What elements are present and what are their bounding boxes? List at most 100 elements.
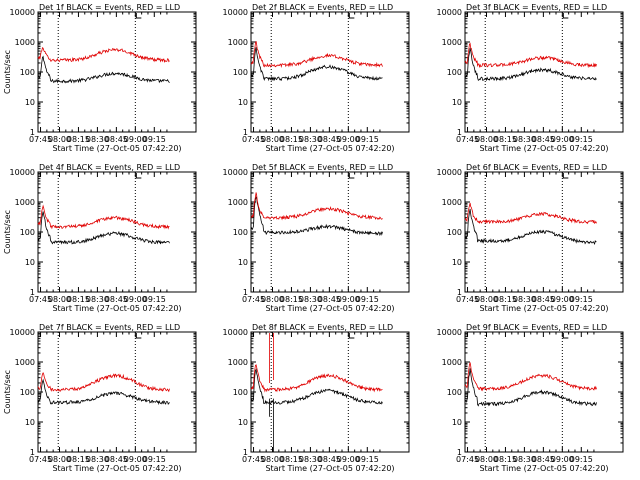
y-tick-label: 1 — [457, 128, 462, 137]
y-tick-label: 1000 — [15, 358, 35, 367]
x-tick-label: 08:45 — [105, 295, 128, 304]
x-tick-label: 09:00 — [337, 455, 360, 464]
panel-det-6f: Det 6f BLACK = Events, RED = LLD 1 10 100 10… — [437, 163, 624, 313]
y-tick-label: 10000 — [437, 8, 462, 17]
interval-marker — [562, 13, 569, 19]
plot-frame — [37, 11, 197, 133]
y-tick-label: 1000 — [442, 198, 462, 207]
interval-marker — [348, 333, 355, 339]
series-events-line — [250, 196, 383, 237]
panel-title: Det 4f BLACK = Events, RED = LLD — [39, 163, 180, 172]
panel-det-8f: Det 8f BLACK = Events, RED = LLD 1 10 100 10… — [223, 323, 410, 473]
y-tick-label: 1000 — [228, 38, 248, 47]
x-tick-label: 08:30 — [299, 135, 322, 144]
y-tick-label: 10000 — [223, 8, 248, 17]
series-lld-line — [251, 41, 383, 69]
x-tick-label: 08:00 — [48, 295, 71, 304]
y-tick-label: 10000 — [223, 328, 248, 337]
x-tick-label: 09:00 — [124, 295, 147, 304]
y-tick-label: 1 — [243, 448, 248, 457]
series-lld-line — [37, 372, 170, 393]
y-tick-label: 1 — [457, 288, 462, 297]
x-tick-label: 07:45 — [456, 135, 479, 144]
x-tick-label: 08:15 — [494, 295, 517, 304]
y-tick-label: 1000 — [228, 198, 248, 207]
panel-det-4f: Det 4f BLACK = Events, RED = LLD 1 10 100 10… — [3, 163, 197, 313]
series-events-line — [37, 378, 170, 406]
series-events-line — [250, 47, 383, 82]
x-tick-label: 08:30 — [86, 135, 109, 144]
panel-title: Det 3f BLACK = Events, RED = LLD — [466, 3, 607, 12]
panel-det-7f: Det 7f BLACK = Events, RED = LLD 1 10 100 10… — [3, 323, 197, 473]
x-tick-label: 08:30 — [299, 295, 322, 304]
y-tick-label: 10 — [452, 258, 462, 267]
x-axis-label: Start Time (27-Oct-05 07:42:20) — [479, 464, 608, 473]
y-tick-label: 100 — [447, 68, 462, 77]
x-tick-label: 08:45 — [105, 135, 128, 144]
x-tick-label: 09:00 — [551, 135, 574, 144]
x-tick-label: 08:45 — [318, 135, 341, 144]
panel-title: Det 1f BLACK = Events, RED = LLD — [39, 3, 180, 12]
x-tick-label: 08:30 — [299, 455, 322, 464]
y-tick-label: 10000 — [10, 8, 35, 17]
panel-det-1f: Det 1f BLACK = Events, RED = LLD 1 10 100 10… — [3, 3, 197, 153]
y-tick-label: 10 — [238, 98, 248, 107]
series-lld-line — [464, 362, 597, 392]
x-tick-label: 08:30 — [513, 135, 536, 144]
x-tick-label: 08:45 — [318, 295, 341, 304]
x-tick-label: 08:45 — [532, 295, 555, 304]
y-tick-label: 10 — [25, 418, 35, 427]
x-axis-label: Start Time (27-Oct-05 07:42:20) — [52, 144, 181, 153]
plot-frame — [37, 331, 197, 453]
y-tick-label: 10 — [452, 98, 462, 107]
x-tick-label: 08:45 — [532, 135, 555, 144]
x-axis-label: Start Time (27-Oct-05 07:42:20) — [479, 304, 608, 313]
x-tick-label: 07:45 — [456, 455, 479, 464]
x-tick-label: 09:15 — [143, 455, 166, 464]
x-tick-label: 08:00 — [475, 295, 498, 304]
y-tick-label: 10 — [238, 258, 248, 267]
interval-marker — [562, 173, 569, 179]
series-events-line — [37, 211, 170, 245]
x-tick-label: 09:15 — [143, 135, 166, 144]
y-tick-label: 1 — [30, 288, 35, 297]
x-tick-label: 07:45 — [242, 135, 265, 144]
x-axis-label: Start Time (27-Oct-05 07:42:20) — [479, 144, 608, 153]
x-tick-label: 08:15 — [67, 135, 90, 144]
y-tick-label: 1000 — [442, 358, 462, 367]
y-tick-label: 1000 — [442, 38, 462, 47]
x-tick-label: 08:30 — [86, 295, 109, 304]
panel-title: Det 8f BLACK = Events, RED = LLD — [252, 323, 393, 332]
x-tick-label: 09:15 — [570, 135, 593, 144]
series-events-line — [37, 55, 170, 84]
y-axis-label: Counts/sec — [3, 210, 12, 254]
panel-det-2f: Det 2f BLACK = Events, RED = LLD 1 10 100 10… — [223, 3, 410, 153]
y-tick-label: 10000 — [437, 328, 462, 337]
x-tick-label: 09:15 — [356, 135, 379, 144]
x-tick-label: 08:30 — [513, 455, 536, 464]
x-tick-label: 09:15 — [570, 455, 593, 464]
series-lld-line — [464, 42, 597, 69]
y-tick-label: 1000 — [15, 198, 35, 207]
x-axis-label: Start Time (27-Oct-05 07:42:20) — [52, 464, 181, 473]
x-tick-label: 07:45 — [242, 295, 265, 304]
panel-det-9f: Det 9f BLACK = Events, RED = LLD 1 10 100 10… — [437, 323, 624, 473]
x-tick-label: 08:45 — [318, 455, 341, 464]
interval-marker — [135, 13, 142, 19]
panel-title: Det 2f BLACK = Events, RED = LLD — [252, 3, 393, 12]
interval-marker — [135, 333, 142, 339]
x-tick-label: 08:15 — [494, 135, 517, 144]
y-tick-label: 100 — [447, 388, 462, 397]
y-tick-label: 10000 — [10, 168, 35, 177]
y-tick-label: 10000 — [437, 168, 462, 177]
y-tick-label: 10 — [25, 98, 35, 107]
series-lld-line — [464, 202, 597, 225]
panel-title: Det 6f BLACK = Events, RED = LLD — [466, 163, 607, 172]
x-tick-label: 07:45 — [456, 295, 479, 304]
plot-frame — [250, 11, 410, 133]
panel-det-3f: Det 3f BLACK = Events, RED = LLD 1 10 100 10… — [437, 3, 624, 153]
plot-frame — [250, 331, 410, 453]
x-tick-label: 08:45 — [105, 455, 128, 464]
series-events-line — [464, 208, 597, 246]
y-tick-label: 100 — [233, 228, 248, 237]
